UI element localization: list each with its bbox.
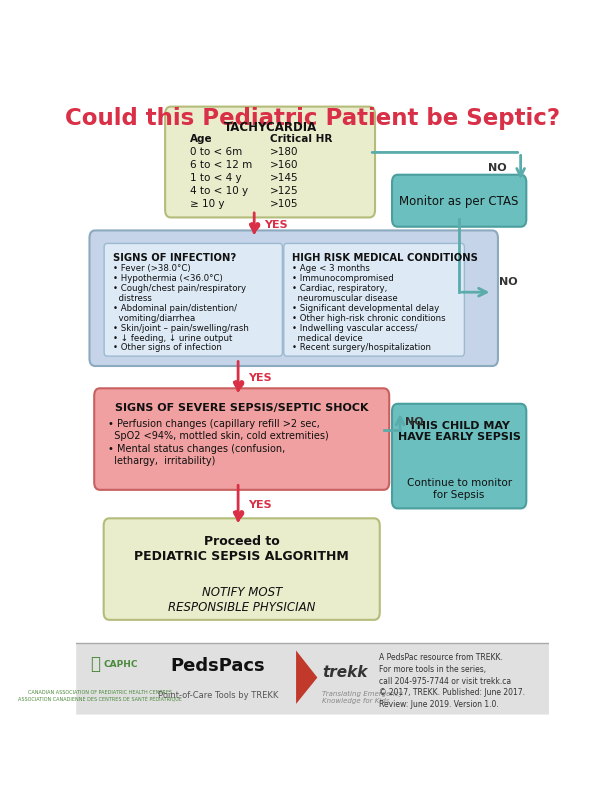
Text: Age: Age: [190, 133, 212, 144]
Text: SIGNS OF INFECTION?: SIGNS OF INFECTION?: [113, 253, 236, 263]
Text: ♥: ♥: [248, 221, 261, 235]
Text: • Skin/joint – pain/swelling/rash: • Skin/joint – pain/swelling/rash: [113, 324, 248, 332]
Text: >105: >105: [270, 198, 298, 208]
FancyBboxPatch shape: [76, 643, 549, 715]
Text: Critical HR: Critical HR: [270, 133, 332, 144]
Text: lethargy,  irritability): lethargy, irritability): [109, 455, 216, 466]
FancyBboxPatch shape: [392, 176, 526, 227]
Text: 6 to < 12 m: 6 to < 12 m: [190, 160, 252, 169]
FancyBboxPatch shape: [90, 231, 498, 366]
Text: NO: NO: [488, 163, 506, 173]
FancyBboxPatch shape: [104, 519, 380, 620]
Text: 🌿: 🌿: [90, 654, 100, 672]
Text: • Mental status changes (confusion,: • Mental status changes (confusion,: [109, 443, 285, 453]
Text: • Significant developmental delay: • Significant developmental delay: [292, 304, 440, 312]
Text: NOTIFY MOST
RESPONSIBLE PHYSICIAN: NOTIFY MOST RESPONSIBLE PHYSICIAN: [168, 585, 315, 613]
Text: >145: >145: [270, 173, 299, 182]
Text: Proceed to
PEDIATRIC SEPSIS ALGORITHM: Proceed to PEDIATRIC SEPSIS ALGORITHM: [134, 535, 349, 563]
Text: • Cardiac, respiratory,: • Cardiac, respiratory,: [292, 283, 387, 293]
Text: Monitor as per CTAS: Monitor as per CTAS: [400, 195, 519, 208]
Text: • Indwelling vascular access/: • Indwelling vascular access/: [292, 324, 418, 332]
Text: trekk: trekk: [322, 665, 367, 679]
Text: • ↓ feeding, ↓ urine output: • ↓ feeding, ↓ urine output: [113, 333, 232, 342]
Text: Translating Emergency
Knowledge for Kids: Translating Emergency Knowledge for Kids: [322, 691, 403, 703]
Polygon shape: [296, 650, 317, 704]
Text: • Other high-risk chronic conditions: • Other high-risk chronic conditions: [292, 313, 446, 322]
Text: TACHYCARDIA: TACHYCARDIA: [223, 121, 317, 134]
Text: ♥: ♥: [231, 378, 245, 393]
Text: • Immunocompromised: • Immunocompromised: [292, 274, 394, 283]
Text: Continue to monitor
for Sepsis: Continue to monitor for Sepsis: [407, 478, 512, 499]
Text: ♥: ♥: [231, 508, 245, 523]
Text: • Perfusion changes (capillary refill >2 sec,: • Perfusion changes (capillary refill >2…: [109, 418, 320, 429]
FancyBboxPatch shape: [392, 404, 526, 509]
FancyBboxPatch shape: [284, 244, 464, 357]
Text: • Abdominal pain/distention/: • Abdominal pain/distention/: [113, 304, 237, 312]
Text: 4 to < 10 y: 4 to < 10 y: [190, 185, 248, 195]
Text: NO: NO: [500, 277, 518, 287]
Text: • Recent surgery/hospitalization: • Recent surgery/hospitalization: [292, 343, 431, 352]
Text: 0 to < 6m: 0 to < 6m: [190, 146, 242, 157]
Text: A PedsPac resource from TREKK.
For more tools in the series,
call 204-975-7744 o: A PedsPac resource from TREKK. For more …: [379, 652, 525, 708]
Text: YES: YES: [248, 373, 272, 383]
Text: • Cough/chest pain/respiratory: • Cough/chest pain/respiratory: [113, 283, 246, 293]
Text: • Other signs of infection: • Other signs of infection: [113, 343, 221, 352]
Text: >180: >180: [270, 146, 298, 157]
Text: Could this Pediatric Patient be Septic?: Could this Pediatric Patient be Septic?: [65, 107, 560, 129]
Text: 1 to < 4 y: 1 to < 4 y: [190, 173, 242, 182]
Text: NO: NO: [405, 416, 423, 426]
Text: medical device: medical device: [292, 333, 363, 342]
Text: >125: >125: [270, 185, 299, 195]
Text: >160: >160: [270, 160, 298, 169]
Text: Point-of-Care Tools by TREKK: Point-of-Care Tools by TREKK: [158, 691, 278, 699]
Text: • Age < 3 months: • Age < 3 months: [292, 264, 370, 273]
Text: SpO2 <94%, mottled skin, cold extremities): SpO2 <94%, mottled skin, cold extremitie…: [109, 431, 329, 441]
Text: • Hypothermia (<36.0°C): • Hypothermia (<36.0°C): [113, 274, 223, 283]
Text: SIGNS OF SEVERE SEPSIS/SEPTIC SHOCK: SIGNS OF SEVERE SEPSIS/SEPTIC SHOCK: [115, 402, 368, 413]
Text: ≥ 10 y: ≥ 10 y: [190, 198, 224, 208]
Text: neuromuscular disease: neuromuscular disease: [292, 294, 398, 303]
Text: THIS CHILD MAY
HAVE EARLY SEPSIS: THIS CHILD MAY HAVE EARLY SEPSIS: [398, 420, 520, 442]
Text: • Fever (>38.0°C): • Fever (>38.0°C): [113, 264, 190, 273]
Text: CANADIAN ASSOCIATION OF PAEDIATRIC HEALTH CENTRES
ASSOCIATION CANADIENNE DES CEN: CANADIAN ASSOCIATION OF PAEDIATRIC HEALT…: [18, 689, 182, 700]
FancyBboxPatch shape: [94, 389, 389, 490]
Text: vomiting/diarrhea: vomiting/diarrhea: [113, 313, 195, 322]
Text: YES: YES: [265, 220, 288, 230]
FancyBboxPatch shape: [165, 108, 375, 218]
Text: distress: distress: [113, 294, 151, 303]
FancyBboxPatch shape: [104, 244, 282, 357]
Text: HIGH RISK MEDICAL CONDITIONS: HIGH RISK MEDICAL CONDITIONS: [292, 253, 478, 263]
Text: PedsPacs: PedsPacs: [171, 656, 265, 674]
Text: YES: YES: [248, 499, 272, 509]
Text: CAPHC: CAPHC: [104, 659, 138, 668]
